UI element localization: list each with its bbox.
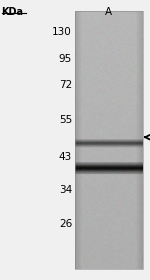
- Text: 43: 43: [59, 152, 72, 162]
- Text: KDa: KDa: [2, 7, 24, 17]
- Text: 55: 55: [59, 115, 72, 125]
- Text: 95: 95: [59, 54, 72, 64]
- Bar: [75, 11, 142, 269]
- Text: A: A: [105, 7, 112, 17]
- Text: 26: 26: [59, 219, 72, 229]
- Text: 34: 34: [59, 185, 72, 195]
- Text: 72: 72: [59, 80, 72, 90]
- Text: 130: 130: [52, 27, 72, 37]
